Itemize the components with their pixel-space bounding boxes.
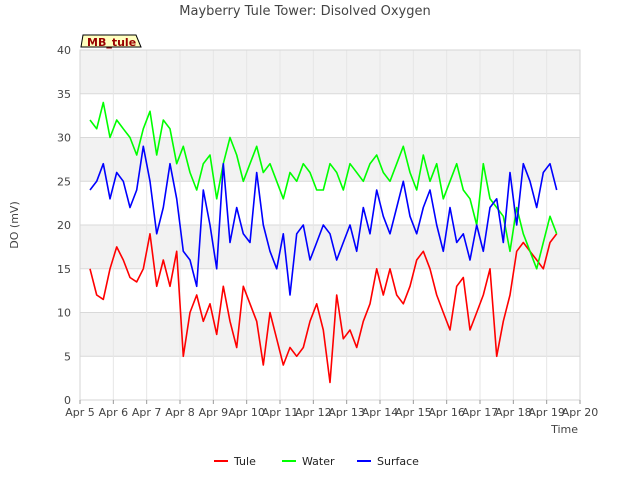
series-layer <box>89 101 558 384</box>
station-tag: MB_tule <box>80 34 142 49</box>
plot-band <box>80 137 580 182</box>
legend: Tule Water Surface <box>214 455 419 468</box>
plot-band <box>80 268 580 313</box>
x-tick-label: Apr 15 <box>395 406 432 419</box>
y-tick-label: 20 <box>57 219 71 232</box>
plot-area-border <box>79 49 581 401</box>
x-tick-label: Apr 17 <box>462 406 499 419</box>
x-tick-label: Apr 20 <box>562 406 599 419</box>
x-tick-label: Apr 7 <box>132 406 162 419</box>
x-tick-label: Apr 8 <box>165 406 195 419</box>
y-tick-label: 0 <box>64 394 71 407</box>
series-line-surface <box>89 145 558 296</box>
x-tick-label: Apr 19 <box>528 406 565 419</box>
plot-band <box>80 93 580 138</box>
x-tick-label: Apr 10 <box>228 406 265 419</box>
legend-label: Tule <box>233 455 256 468</box>
x-tick-label: Apr 12 <box>295 406 332 419</box>
y-tick-label: 30 <box>57 132 71 145</box>
chart-title: Mayberry Tule Tower: Disolved Oxygen <box>179 4 430 19</box>
x-tick-label: Apr 16 <box>428 406 465 419</box>
x-tick-label: Apr 13 <box>328 406 365 419</box>
y-tick-label: 40 <box>57 44 71 57</box>
x-tick-label: Apr 5 <box>65 406 95 419</box>
y-tick-label: 15 <box>57 263 71 276</box>
plot-band <box>80 50 580 94</box>
x-axis-label: Time <box>550 423 578 436</box>
x-tick-label: Apr 6 <box>99 406 129 419</box>
y-tick-label: 5 <box>64 350 71 363</box>
legend-item-tule: Tule <box>214 455 256 468</box>
x-tick-label: Apr 9 <box>199 406 229 419</box>
legend-item-surface: Surface <box>357 455 419 468</box>
plot-band <box>80 312 580 357</box>
y-tick-label: 35 <box>57 88 71 101</box>
legend-item-water: Water <box>282 455 335 468</box>
x-tick-label: Apr 11 <box>262 406 299 419</box>
legend-label: Water <box>302 455 335 468</box>
y-tick-label: 25 <box>57 175 71 188</box>
x-tick-label: Apr 14 <box>362 406 399 419</box>
y-tick-label: 10 <box>57 307 71 320</box>
series-line-water <box>89 101 558 270</box>
legend-label: Surface <box>377 455 419 468</box>
series-line-tule <box>89 233 558 384</box>
y-axis-label: DO (mV) <box>8 201 21 248</box>
x-tick-label: Apr 18 <box>495 406 532 419</box>
station-tag-label: MB_tule <box>87 36 136 49</box>
y-axis-ticks: 0 5 10 15 20 25 30 35 40 <box>57 44 71 407</box>
